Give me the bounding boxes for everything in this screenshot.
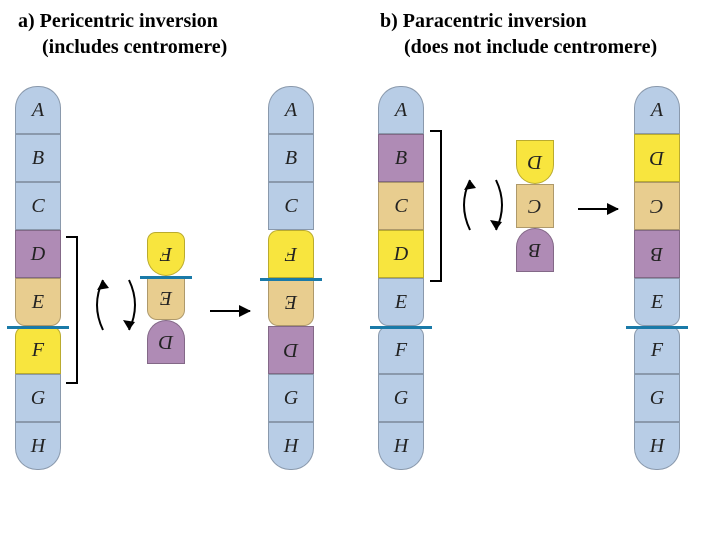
segment-G: G [634, 374, 680, 422]
segment-D: D [378, 230, 424, 278]
title-a-line1: a) Pericentric inversion [18, 8, 227, 34]
centromere-line [370, 326, 432, 329]
segment-E: E [147, 276, 185, 320]
chromosome-a_before: ABCDEFGH [15, 86, 61, 470]
segment-F: F [147, 232, 185, 276]
segment-D: D [15, 230, 61, 278]
segment-F: F [268, 230, 314, 278]
rotation-arrow-b [462, 170, 504, 240]
segment-D: D [268, 326, 314, 374]
segment-F: F [634, 326, 680, 374]
chromosome-a_frag: FED [147, 232, 185, 364]
title-b: b) Paracentric inversion (does not inclu… [380, 8, 657, 60]
chromosome-b_frag: DCB [516, 140, 554, 272]
centromere-line [626, 326, 688, 329]
bracket-b [430, 130, 442, 282]
title-a: a) Pericentric inversion (includes centr… [18, 8, 227, 60]
segment-B: B [378, 134, 424, 182]
segment-C: C [15, 182, 61, 230]
segment-E: E [634, 278, 680, 326]
segment-E: E [378, 278, 424, 326]
segment-F: F [15, 326, 61, 374]
chromosome-b_after: ADCBEFGH [634, 86, 680, 470]
segment-G: G [268, 374, 314, 422]
segment-G: G [15, 374, 61, 422]
segment-B: B [15, 134, 61, 182]
segment-C: C [634, 182, 680, 230]
arrow-b [578, 208, 618, 210]
segment-H: H [15, 422, 61, 470]
segment-G: G [378, 374, 424, 422]
segment-D: D [516, 140, 554, 184]
bracket-a [66, 236, 78, 384]
segment-E: E [15, 278, 61, 326]
segment-A: A [634, 86, 680, 134]
segment-E: E [268, 278, 314, 326]
rotation-arrow-a [95, 270, 137, 340]
segment-H: H [268, 422, 314, 470]
segment-B: B [268, 134, 314, 182]
segment-F: F [378, 326, 424, 374]
title-a-line2: (includes centromere) [18, 34, 227, 60]
centromere-line [260, 278, 322, 281]
segment-A: A [378, 86, 424, 134]
title-b-line2: (does not include centromere) [380, 34, 657, 60]
segment-H: H [634, 422, 680, 470]
segment-D: D [634, 134, 680, 182]
segment-B: B [634, 230, 680, 278]
segment-A: A [15, 86, 61, 134]
segment-C: C [268, 182, 314, 230]
title-b-line1: b) Paracentric inversion [380, 8, 657, 34]
arrow-a [210, 310, 250, 312]
segment-B: B [516, 228, 554, 272]
segment-A: A [268, 86, 314, 134]
segment-H: H [378, 422, 424, 470]
chromosome-b_before: ABCDEFGH [378, 86, 424, 470]
centromere-line [7, 326, 69, 329]
segment-D: D [147, 320, 185, 364]
centromere-line [140, 276, 192, 279]
segment-C: C [516, 184, 554, 228]
segment-C: C [378, 182, 424, 230]
